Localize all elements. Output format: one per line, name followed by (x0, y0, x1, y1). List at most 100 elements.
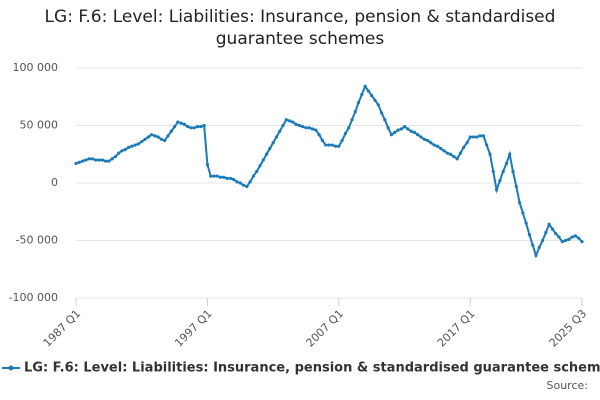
point (412, 130, 417, 134)
point (573, 234, 578, 238)
point (485, 143, 489, 147)
point (268, 146, 272, 151)
point (379, 111, 384, 115)
point (278, 129, 282, 133)
point (416, 133, 420, 137)
point (314, 128, 318, 132)
point (399, 127, 403, 131)
point (521, 211, 525, 215)
point (563, 238, 568, 243)
point (376, 103, 380, 107)
point (205, 163, 210, 167)
point (271, 141, 275, 145)
point (179, 121, 183, 125)
point (402, 125, 407, 129)
point (146, 135, 150, 139)
point (340, 138, 344, 143)
point (294, 122, 298, 126)
x-tick-label: 1997 Q1 (172, 307, 215, 350)
point (74, 161, 78, 166)
point (534, 253, 538, 258)
point (547, 222, 551, 226)
point (366, 89, 371, 93)
point (537, 245, 541, 249)
y-tick-label: 50 000 (20, 119, 59, 132)
point (80, 159, 85, 163)
point (90, 157, 95, 161)
point (452, 154, 456, 159)
point (222, 175, 226, 179)
point (557, 235, 561, 239)
point (363, 84, 367, 88)
point (327, 143, 331, 147)
point (297, 123, 302, 128)
point (133, 143, 137, 147)
point (370, 94, 374, 98)
point (169, 129, 173, 133)
point (172, 125, 177, 129)
point (248, 180, 252, 184)
point (432, 143, 436, 147)
point (504, 161, 509, 166)
point (468, 135, 472, 139)
point (356, 100, 361, 105)
point (333, 144, 338, 148)
point (281, 123, 285, 128)
point (251, 174, 256, 178)
point (498, 179, 502, 183)
series-line (75, 84, 583, 259)
point (511, 169, 515, 174)
point (149, 133, 154, 137)
point (218, 175, 223, 179)
point (304, 126, 308, 130)
point (255, 169, 259, 174)
y-tick-label: -50 000 (16, 234, 58, 247)
point (241, 183, 246, 187)
point (550, 227, 555, 231)
point (176, 120, 180, 124)
chart-title: LG: F.6: Level: Liabilities: Insurance, … (44, 7, 556, 49)
point (120, 149, 124, 153)
point (87, 157, 91, 161)
point (258, 164, 262, 168)
point (347, 126, 351, 130)
point (140, 140, 144, 144)
point (514, 184, 518, 189)
point (324, 143, 328, 147)
point (330, 143, 334, 147)
point (245, 184, 249, 189)
y-tick-label: 0 (51, 176, 58, 189)
point (337, 144, 341, 148)
point (163, 138, 167, 143)
point (481, 134, 486, 138)
point (202, 123, 206, 128)
point (84, 158, 88, 162)
point (264, 152, 269, 156)
point (425, 138, 430, 143)
point (494, 188, 499, 192)
x-tick-label: 2025 Q3 (547, 307, 590, 350)
point (209, 174, 213, 178)
point (353, 110, 357, 114)
point (310, 127, 315, 131)
point (166, 134, 170, 138)
point (373, 98, 377, 102)
y-tick-label: 100 000 (13, 61, 59, 74)
point (136, 142, 141, 146)
y-tick-label: -100 000 (9, 291, 58, 304)
point (113, 154, 118, 159)
point (580, 240, 584, 244)
point (117, 151, 121, 155)
point (393, 130, 397, 134)
point (455, 157, 459, 161)
point (301, 125, 305, 129)
point (462, 145, 466, 149)
point (143, 137, 147, 141)
point (524, 221, 528, 225)
point (97, 158, 101, 162)
point (77, 160, 81, 164)
point (274, 135, 279, 139)
point (419, 135, 423, 139)
point (435, 144, 440, 148)
